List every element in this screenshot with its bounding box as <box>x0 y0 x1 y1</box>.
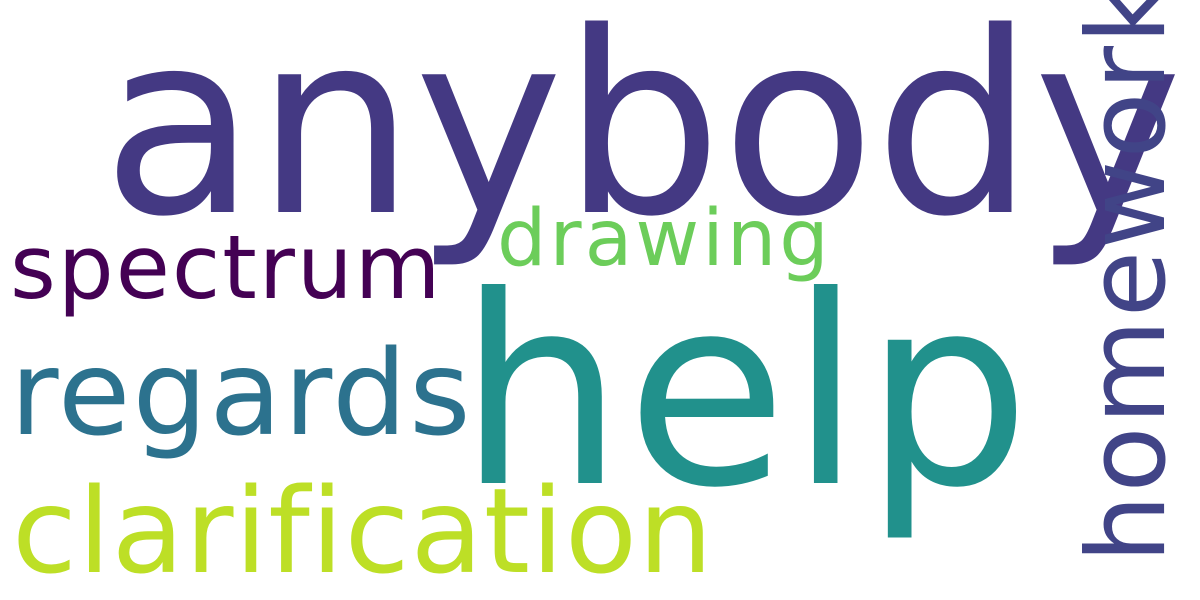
word-drawing: drawing <box>497 194 832 284</box>
word-clarification: clarification <box>12 462 714 600</box>
word-homework: homework <box>1065 0 1190 563</box>
word-anybody: anybody <box>102 0 1183 272</box>
word-spectrum: spectrum <box>10 216 443 319</box>
word-regards: regards <box>10 324 473 462</box>
word-help: help <box>458 240 1033 545</box>
